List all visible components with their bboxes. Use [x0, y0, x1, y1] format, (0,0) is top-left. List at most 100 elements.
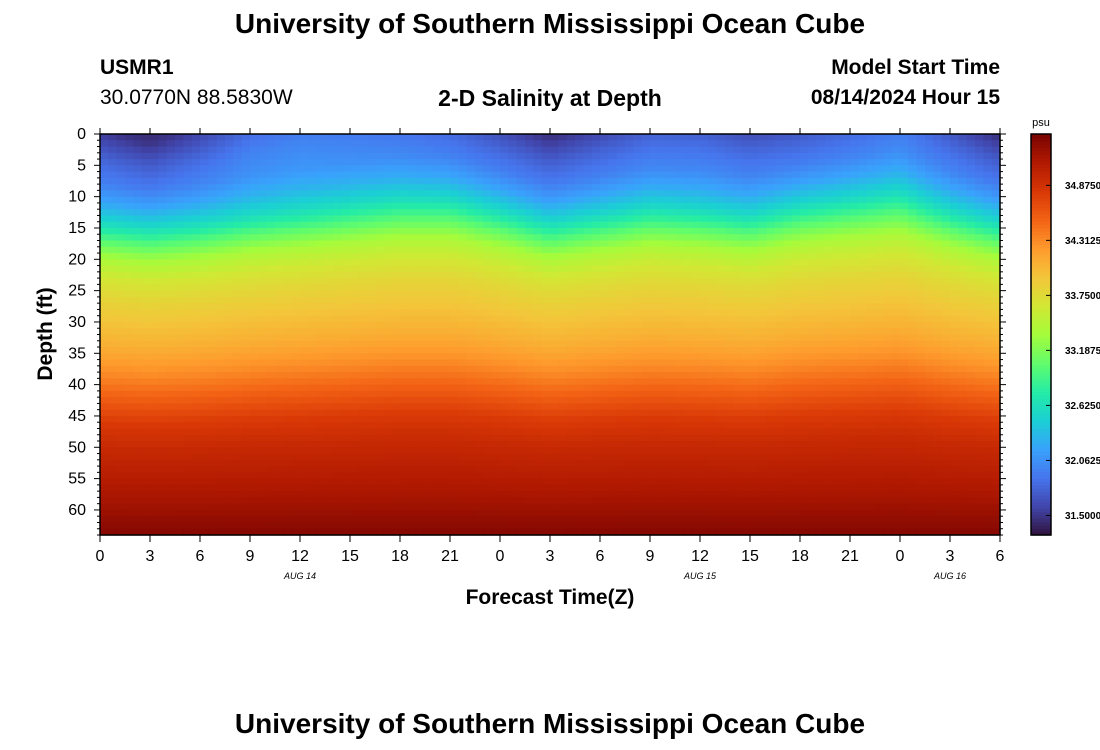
heatmap-cell [608, 315, 618, 323]
heatmap-cell [725, 340, 734, 348]
heatmap-cell [691, 390, 701, 398]
heatmap-cell [666, 246, 676, 254]
heatmap-cell [158, 484, 168, 492]
heatmap-cell [675, 466, 684, 473]
heatmap-cell [425, 509, 434, 517]
heatmap-cell [475, 459, 484, 467]
heatmap-cell [391, 296, 401, 304]
heatmap-cell [675, 434, 684, 442]
heatmap-cell [358, 378, 368, 386]
heatmap-cell [175, 372, 184, 379]
heatmap-cell [233, 484, 243, 492]
heatmap-cell [166, 503, 176, 511]
heatmap-cell [191, 284, 201, 292]
heatmap-cell [158, 309, 168, 317]
heatmap-cell [141, 152, 151, 160]
heatmap-cell [550, 466, 559, 473]
heatmap-cell [666, 259, 676, 267]
heatmap-cell [516, 290, 526, 298]
heatmap-cell [241, 384, 251, 392]
heatmap-cell [658, 215, 668, 223]
heatmap-cell [358, 259, 368, 267]
heatmap-cell [433, 234, 443, 242]
heatmap-cell [166, 347, 176, 354]
heatmap-cell [158, 196, 168, 204]
heatmap-cell [675, 159, 684, 166]
heatmap-cell [650, 215, 659, 223]
heatmap-cell [316, 522, 326, 530]
heatmap-cell [250, 328, 259, 336]
heatmap-cell [266, 215, 276, 223]
heatmap-cell [316, 303, 326, 311]
heatmap-cell [125, 359, 134, 367]
heatmap-cell [658, 240, 668, 248]
heatmap-cell [600, 472, 609, 480]
heatmap-cell [450, 478, 459, 486]
heatmap-cell [583, 159, 593, 166]
heatmap-cell [441, 447, 451, 455]
heatmap-cell [708, 472, 718, 480]
heatmap-cell [525, 184, 534, 191]
heatmap-cell [358, 365, 368, 373]
heatmap-cell [316, 221, 326, 229]
heatmap-cell [150, 409, 159, 417]
heatmap-cell [616, 459, 626, 467]
heatmap-cell [591, 372, 601, 379]
heatmap-cell [508, 403, 518, 411]
heatmap-cell [191, 253, 201, 260]
heatmap-cell [600, 516, 609, 524]
heatmap-cell [266, 259, 276, 267]
heatmap-cell [275, 466, 284, 473]
heatmap-cell [708, 478, 718, 486]
heatmap-cell [158, 290, 168, 298]
heatmap-cell [483, 209, 493, 217]
heatmap-cell [216, 340, 226, 348]
heatmap-cell [341, 234, 351, 242]
heatmap-cell [533, 221, 543, 229]
heatmap-cell [241, 246, 251, 254]
heatmap-cell [733, 177, 743, 185]
heatmap-cell [658, 491, 668, 499]
heatmap-cell [125, 459, 134, 467]
heatmap-cell [641, 303, 651, 311]
heatmap-cell [141, 453, 151, 461]
heatmap-cell [283, 334, 293, 342]
heatmap-cell [141, 253, 151, 260]
heatmap-cell [283, 134, 293, 141]
heatmap-cell [591, 165, 601, 173]
heatmap-cell [175, 509, 184, 517]
heatmap-cell [258, 202, 268, 210]
heatmap-cell [350, 403, 359, 411]
heatmap-cell [708, 428, 718, 436]
heatmap-cell [591, 159, 601, 166]
heatmap-cell [175, 234, 184, 242]
heatmap-cell [100, 422, 109, 430]
heatmap-cell [633, 284, 643, 292]
heatmap-cell [266, 171, 276, 179]
heatmap-cell [208, 453, 218, 461]
heatmap-cell [141, 522, 151, 530]
heatmap-cell [733, 271, 743, 279]
heatmap-cell [516, 359, 526, 367]
heatmap-cell [575, 259, 584, 267]
heatmap-cell [266, 415, 276, 423]
heatmap-cell [283, 227, 293, 235]
heatmap-cell [558, 152, 568, 160]
heatmap-cell [441, 259, 451, 267]
heatmap-cell [208, 378, 218, 386]
heatmap-cell [266, 303, 276, 311]
heatmap-cell [608, 234, 618, 242]
heatmap-cell [500, 284, 509, 292]
heatmap-cell [733, 347, 743, 354]
heatmap-cell [700, 328, 709, 336]
heatmap-cell [550, 472, 559, 480]
heatmap-cell [500, 415, 509, 423]
heatmap-cell [175, 528, 184, 536]
heatmap-cell [725, 522, 734, 530]
heatmap-cell [133, 503, 143, 511]
heatmap-cell [558, 390, 568, 398]
heatmap-cell [475, 296, 484, 304]
heatmap-cell [300, 522, 309, 530]
heatmap-cell [158, 422, 168, 430]
heatmap-cell [258, 315, 268, 323]
